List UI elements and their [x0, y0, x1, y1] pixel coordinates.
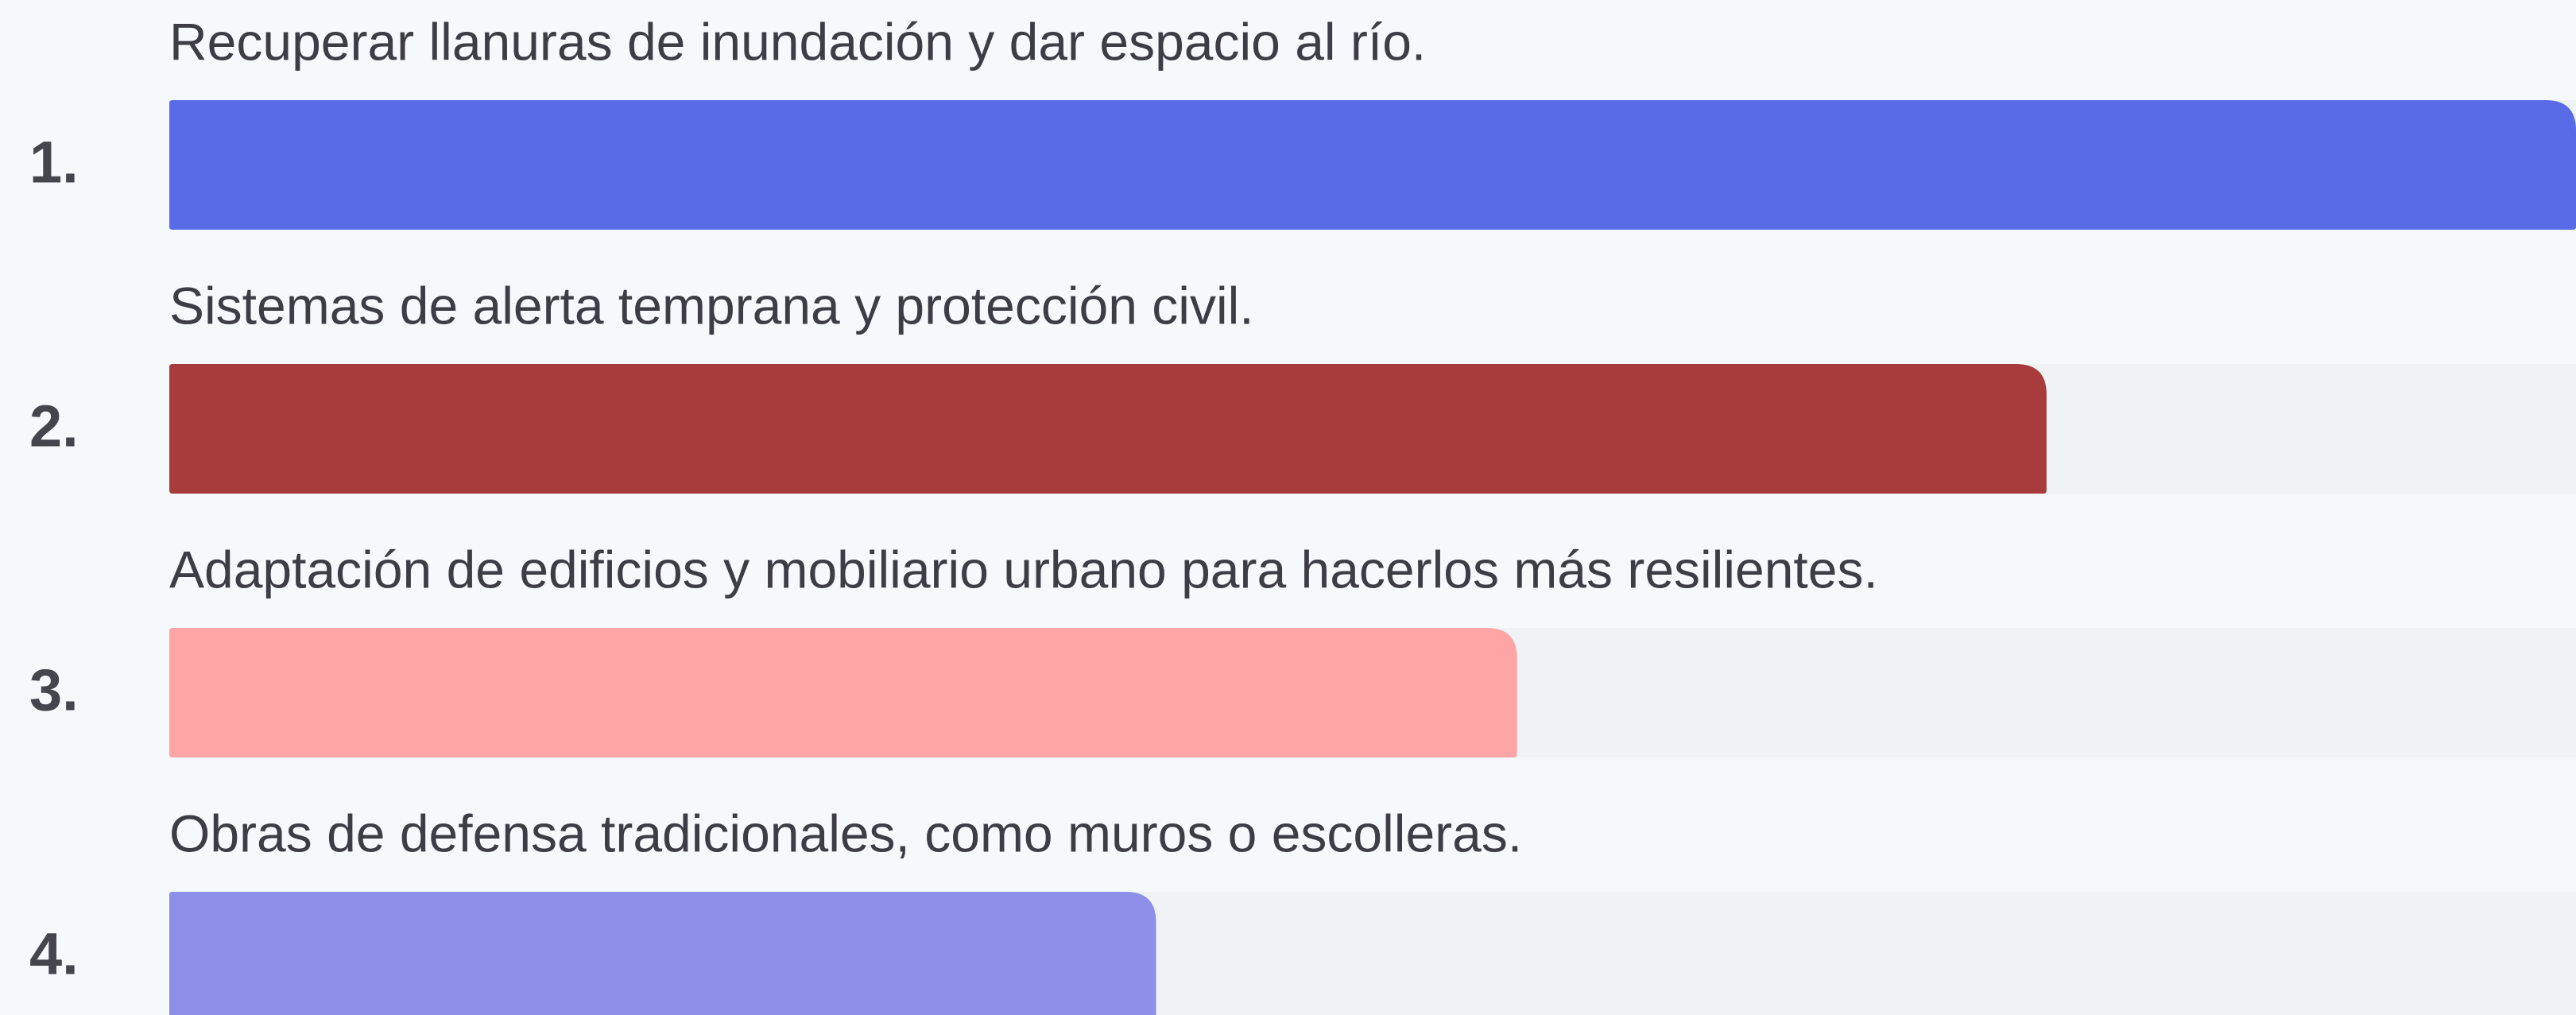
rank-number: 4. [29, 921, 79, 987]
option-label: Recuperar llanuras de inundación y dar e… [169, 12, 1426, 71]
rank-number: 3. [29, 657, 79, 723]
option-label: Obras de defensa tradicionales, como mur… [169, 804, 1522, 862]
rank-number: 1. [29, 130, 79, 196]
option-label: Adaptación de edificios y mobiliario urb… [169, 540, 1878, 599]
bar [169, 628, 1517, 757]
bar [169, 364, 2047, 494]
option-label: Sistemas de alerta temprana y protección… [169, 276, 1254, 335]
rank-number: 2. [29, 393, 79, 459]
bar [169, 100, 2576, 230]
bar [169, 892, 1156, 1015]
